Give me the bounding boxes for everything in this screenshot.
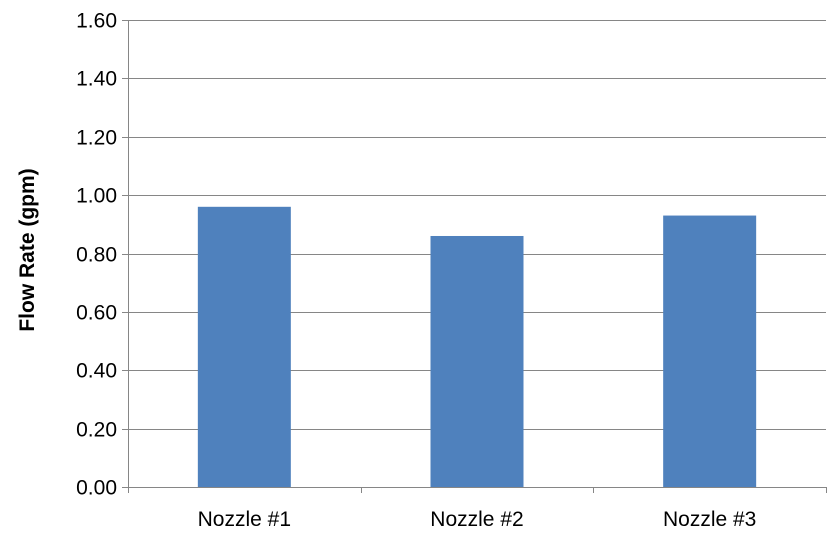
- y-tick-label: 0.40: [76, 360, 117, 383]
- x-tick-label: Nozzle #3: [663, 508, 756, 531]
- x-tick-label: Nozzle #2: [430, 508, 523, 531]
- y-tick-labels: 0.00 0.20 0.40 0.60 0.80 1.00 1.20 1.40 1.60: [76, 10, 117, 500]
- y-tick-label: 1.40: [76, 68, 117, 91]
- bar-2: [431, 236, 524, 487]
- bar-1: [198, 207, 291, 487]
- y-tick-label: 0.00: [76, 477, 117, 500]
- y-tick-label: 0.80: [76, 244, 117, 267]
- y-axis-title: Flow Rate (gpm): [16, 168, 39, 331]
- y-tick-label: 0.20: [76, 419, 117, 442]
- bar-3: [663, 216, 756, 487]
- x-tick-labels: Nozzle #1 Nozzle #2 Nozzle #3: [198, 508, 757, 531]
- y-tick-label: 1.60: [76, 10, 117, 33]
- y-tick-label: 1.20: [76, 127, 117, 150]
- x-tick-label: Nozzle #1: [198, 508, 291, 531]
- y-tick-label: 0.60: [76, 302, 117, 325]
- y-tick-label: 1.00: [76, 185, 117, 208]
- bars: [198, 207, 756, 487]
